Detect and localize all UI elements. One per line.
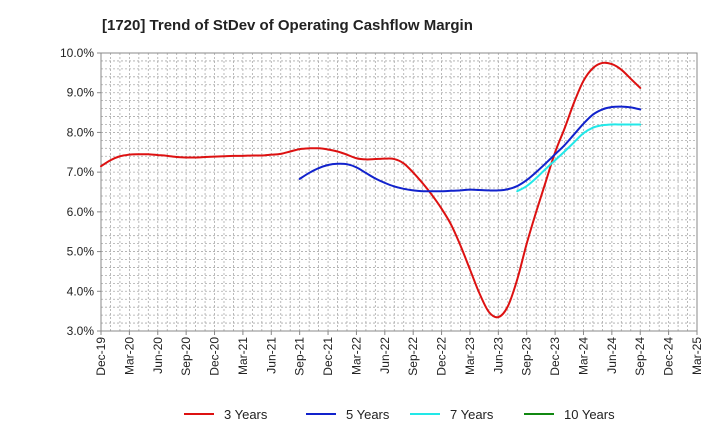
y-tick-label: 9.0%: [67, 86, 95, 100]
series-line-3-years: [100, 61, 642, 319]
x-tick-label: Dec-19: [94, 337, 108, 376]
series-line-5-years: [298, 105, 642, 193]
x-tick-label: Mar-25: [690, 337, 704, 375]
x-tick-label: Dec-21: [321, 337, 335, 376]
x-tick-label: Sep-24: [633, 337, 647, 376]
y-tick-label: 8.0%: [67, 125, 95, 139]
x-axis-ticks: Dec-19 Mar-20 Jun-20 Sep-20 Dec-20 Mar-21 Jun-…: [94, 331, 704, 376]
x-tick-label: Sep-21: [293, 337, 307, 376]
y-tick-label: 3.0%: [67, 324, 95, 338]
plot-border: [100, 52, 698, 332]
x-tick-label: Mar-20: [122, 337, 136, 375]
legend-label: 3 Years: [224, 407, 268, 422]
x-tick-label: Sep-20: [179, 337, 193, 376]
x-tick-label: Sep-22: [406, 337, 420, 376]
legend-label: 7 Years: [450, 407, 494, 422]
x-tick-label: Mar-22: [349, 337, 363, 375]
y-tick-label: 5.0%: [67, 245, 95, 259]
x-tick-label: Mar-21: [236, 337, 250, 375]
y-tick-label: 7.0%: [67, 165, 95, 179]
y-tick-label: 10.0%: [60, 46, 94, 60]
x-tick-label: Jun-21: [264, 337, 278, 374]
plot-area: [101, 53, 697, 331]
x-tick-label: Jun-20: [151, 337, 165, 374]
x-tick-label: Dec-24: [662, 337, 676, 376]
y-axis-ticks: 3.0% 4.0% 5.0% 6.0% 7.0% 8.0% 9.0% 10.0%: [60, 46, 101, 338]
x-tick-label: Dec-20: [208, 337, 222, 376]
x-tick-label: Sep-23: [520, 337, 534, 376]
series-lines: [100, 61, 642, 319]
x-tick-label: Mar-24: [576, 337, 590, 375]
x-tick-label: Jun-24: [605, 337, 619, 374]
legend-label: 5 Years: [346, 407, 390, 422]
legend-label: 10 Years: [564, 407, 615, 422]
y-tick-label: 6.0%: [67, 205, 95, 219]
x-tick-label: Jun-23: [491, 337, 505, 374]
series-line-7-years: [516, 123, 642, 193]
legend: 3 Years 5 Years 7 Years 10 Years: [184, 407, 615, 422]
y-tick-label: 4.0%: [67, 284, 95, 298]
x-tick-label: Jun-22: [378, 337, 392, 374]
x-tick-label: Dec-22: [435, 337, 449, 376]
x-tick-label: Mar-23: [463, 337, 477, 375]
x-tick-label: Dec-23: [548, 337, 562, 376]
y-gridlines: [101, 52, 697, 332]
chart-title: [1720] Trend of StDev of Operating Cashf…: [102, 17, 473, 34]
